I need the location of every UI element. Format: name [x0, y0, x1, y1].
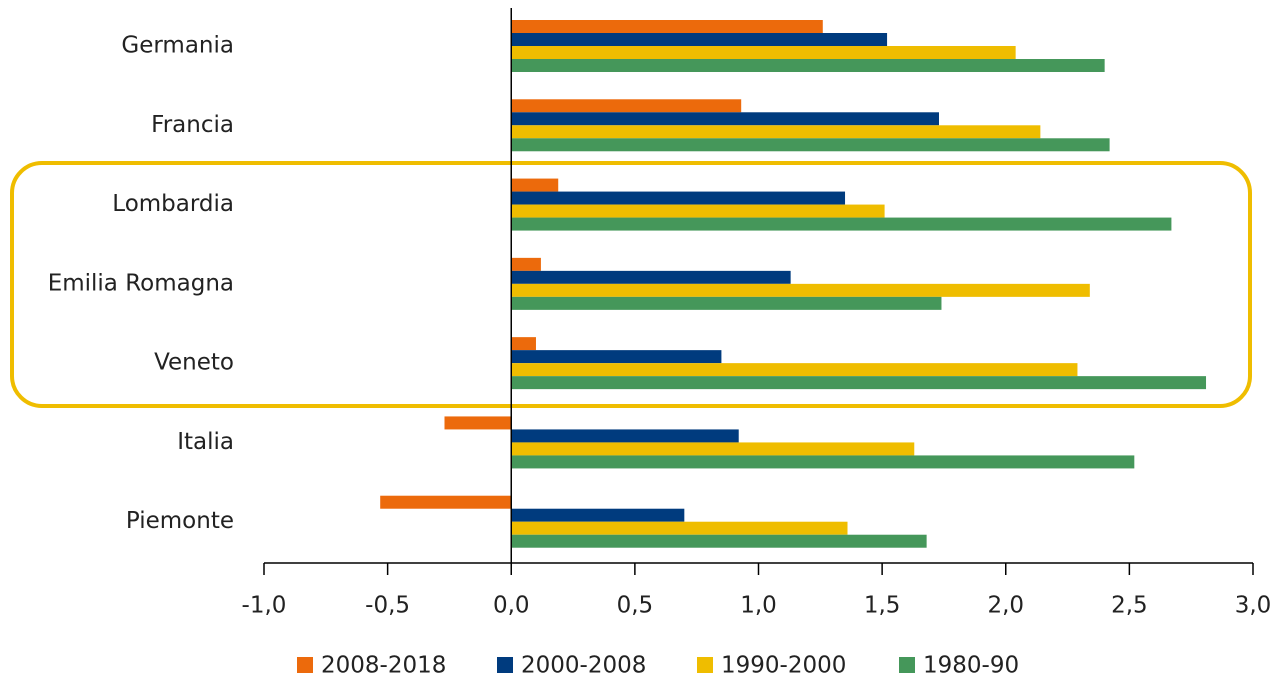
x-tick-label: 2,5: [1111, 593, 1148, 619]
x-tick-label: 0,5: [617, 593, 654, 619]
bar: [444, 416, 512, 430]
bar: [511, 337, 536, 351]
legend-label: 1980-90: [923, 653, 1019, 679]
highlight-box: [10, 161, 1252, 408]
legend-swatch: [497, 657, 513, 673]
x-tick-label: 1,0: [740, 593, 777, 619]
legend-swatch: [899, 657, 915, 673]
bar: [511, 46, 1016, 59]
bar: [511, 178, 559, 192]
x-tick-label: 2,0: [987, 593, 1024, 619]
bar: [511, 33, 888, 46]
legend-label: 1990-2000: [721, 653, 846, 679]
category-label: Piemonte: [126, 508, 234, 534]
bar: [511, 350, 722, 364]
legend-swatch: [297, 657, 313, 673]
bar: [511, 508, 685, 522]
bar: [511, 534, 927, 548]
bar: [511, 20, 823, 33]
x-tick-label: 1,5: [864, 593, 901, 619]
category-label: Lombardia: [112, 191, 234, 217]
bar: [511, 204, 885, 218]
bar: [511, 429, 739, 443]
bar: [511, 363, 1078, 377]
category-label: Francia: [151, 112, 234, 138]
bar: [511, 521, 848, 535]
bar: [511, 125, 1041, 139]
bar: [511, 59, 1105, 72]
legend-label: 2008-2018: [321, 653, 446, 679]
bar: [380, 495, 512, 509]
bar: [511, 376, 1207, 390]
x-tick-label: -0,5: [365, 593, 410, 619]
bar: [511, 99, 742, 113]
bar: [511, 217, 1172, 231]
bar: [511, 257, 541, 271]
category-label: Germania: [121, 33, 234, 59]
legend-label: 2000-2008: [521, 653, 646, 679]
bar: [511, 191, 846, 205]
bar: [511, 296, 942, 310]
x-tick-label: 3,0: [1235, 593, 1272, 619]
bar: [511, 270, 791, 284]
bar: [511, 138, 1110, 152]
bar: [511, 283, 1090, 297]
x-tick-label: 0,0: [493, 593, 530, 619]
x-tick-label: -1,0: [242, 593, 287, 619]
bar: [511, 112, 939, 126]
category-label: Emilia Romagna: [48, 270, 234, 296]
legend-swatch: [697, 657, 713, 673]
category-label: Veneto: [154, 350, 234, 376]
bar: [511, 455, 1135, 469]
bar: [511, 442, 915, 456]
category-label: Italia: [177, 429, 234, 455]
